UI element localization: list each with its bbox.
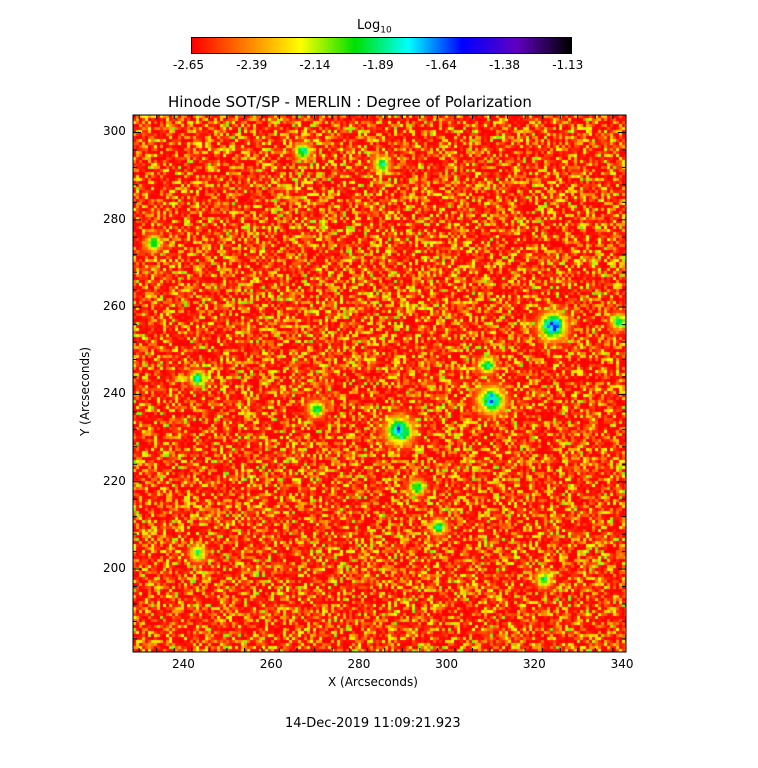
plot-frame [132,114,627,653]
colorbar-label: Log10 [357,18,392,36]
heatmap[interactable] [133,115,626,652]
tick-label: 300 [103,124,126,139]
tick-label: 260 [259,657,283,671]
timestamp: 14-Dec-2019 11:09:21.923 [285,716,461,731]
colorbar-tick-label: -1.13 [552,58,584,72]
colorbar-tick-label: -2.65 [173,58,205,72]
tick-label: 200 [103,561,126,576]
colorbar [191,37,572,54]
tick-label: 240 [172,657,195,671]
colorbar-tick-label: -1.89 [362,58,394,72]
tick-label: 300 [435,657,459,671]
tick-label: 280 [103,211,126,226]
tick-label: 320 [522,657,546,671]
tick-label: 280 [347,657,371,671]
colorbar-tick-label: -2.14 [299,58,331,72]
tick-label: 220 [103,473,126,488]
chart-title: Hinode SOT/SP - MERLIN : Degree of Polar… [168,93,532,111]
tick-label: 340 [610,657,634,671]
colorbar-tick-label: -1.38 [489,58,521,72]
y-axis-label: Y (Arcseconds) [78,346,92,436]
tick-label: 260 [103,299,126,314]
x-axis-label: X (Arcseconds) [328,675,418,689]
tick-label: 240 [103,386,126,401]
colorbar-tick-label: -1.64 [425,58,457,72]
colorbar-tick-label: -2.39 [236,58,268,72]
